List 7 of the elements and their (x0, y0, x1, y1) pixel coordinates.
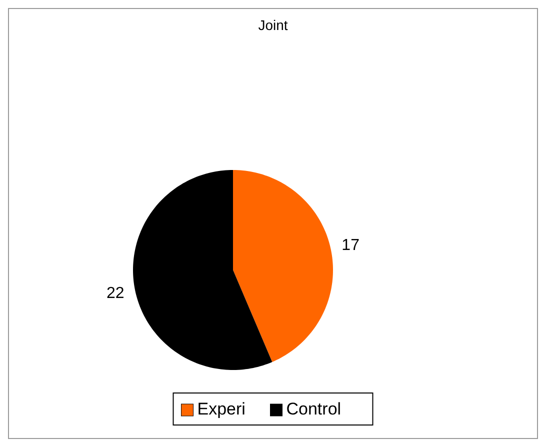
data-label: 17 (342, 237, 360, 254)
chart-title: Joint (258, 17, 288, 33)
data-label: 22 (106, 285, 124, 302)
legend-label: Control (286, 399, 342, 418)
pie-slice (233, 170, 333, 362)
pie-slice (133, 170, 272, 370)
legend-label: Experi (197, 399, 246, 418)
